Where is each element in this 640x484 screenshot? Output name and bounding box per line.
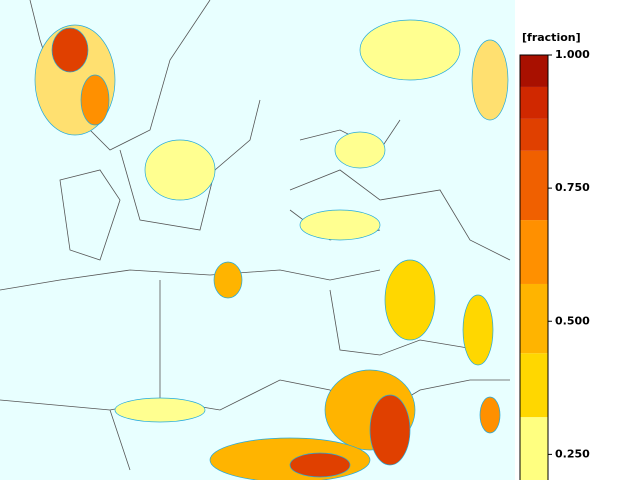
colorbar-band xyxy=(520,220,548,284)
colorbar-tick-label: 0.250 xyxy=(555,447,590,460)
colorbar-label: [fraction] xyxy=(522,31,581,44)
colorbar-band xyxy=(520,150,548,221)
colorbar-band xyxy=(520,353,548,418)
colorbar: 1.000 0.750 0.500 0.250 xyxy=(519,48,590,482)
colorbar-band xyxy=(520,118,548,151)
colorbar-band xyxy=(520,417,548,481)
colorbar-tick-label: 0.500 xyxy=(555,314,590,327)
colorbar-band xyxy=(520,86,548,119)
colorbar-band xyxy=(520,283,548,354)
colorbar-tick-label: 0.750 xyxy=(555,181,590,194)
colorbar-tick-label: 1.000 xyxy=(555,48,590,61)
colorbar-band xyxy=(520,55,548,87)
terrain-fields xyxy=(34,19,509,483)
map xyxy=(0,0,515,483)
